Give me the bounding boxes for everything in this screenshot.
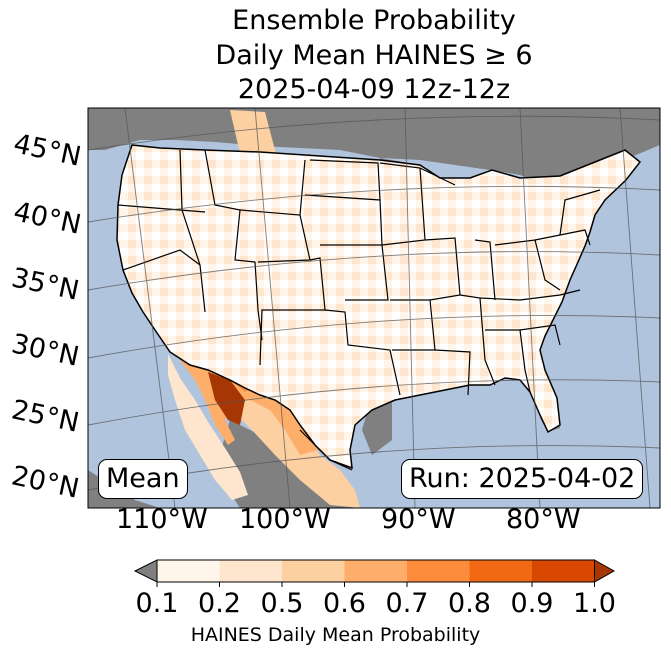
canada-missing	[88, 108, 660, 188]
map-area	[88, 108, 660, 508]
colorbar-tick: 0.9	[510, 588, 554, 619]
colorbar-tick: 1.0	[573, 588, 616, 619]
colorbar-bin	[532, 560, 595, 582]
colorbar	[133, 559, 616, 587]
colorbar-tick: 0.6	[323, 588, 366, 619]
colorbar-bin	[219, 560, 282, 582]
colorbar-bin	[157, 560, 220, 582]
colorbar-tick: 0.5	[260, 588, 304, 619]
colorbar-tick: 0.8	[448, 588, 491, 619]
colorbar-bin	[344, 560, 407, 582]
lon-label-110: 110°W	[116, 504, 208, 535]
baja-land	[168, 354, 248, 500]
prob-mexico-core	[208, 372, 245, 425]
lon-label-80: 80°W	[506, 504, 581, 535]
colorbar-bin	[407, 560, 470, 582]
run-label-box: Run: 2025-04-02	[401, 459, 644, 499]
colorbar-bin	[282, 560, 345, 582]
colorbar-tick: 0.1	[135, 588, 179, 619]
colorbar-under-arrow	[133, 559, 158, 583]
colorbar-bin	[469, 560, 532, 582]
lon-label-100: 100°W	[239, 504, 331, 535]
title-line-1: Ensemble Probability	[232, 5, 516, 36]
colorbar-tick: 0.7	[385, 588, 429, 619]
stat-label-box: Mean	[98, 459, 188, 499]
colorbar-tick: 0.2	[198, 588, 241, 619]
colorbar-label: HAINES Daily Mean Probability	[190, 624, 481, 646]
graticule	[88, 108, 660, 508]
lon-label-90: 90°W	[381, 504, 456, 535]
map-frame	[87, 107, 661, 509]
colorbar-over-arrow	[594, 559, 616, 583]
state-boundaries	[117, 149, 601, 471]
title-line-2: Daily Mean HAINES ≥ 6	[215, 40, 533, 71]
title-line-3: 2025-04-09 12z-12z	[237, 74, 511, 105]
